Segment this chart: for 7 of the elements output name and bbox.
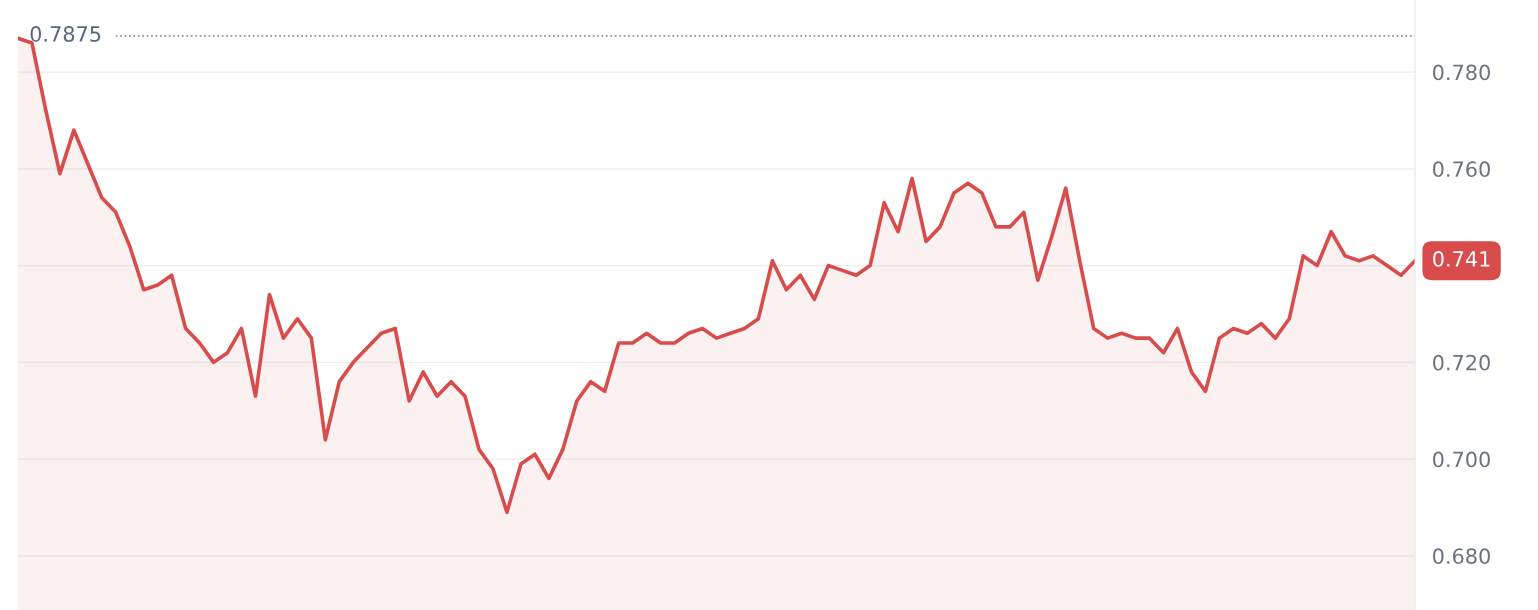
y-tick-label: 0.680 (1433, 548, 1490, 565)
ref-line-label: 0.7875 (30, 26, 101, 42)
y-tick-label: 0.720 (1433, 354, 1490, 371)
y-tick-label: 0.780 (1433, 64, 1490, 81)
y-tick-label: 0.700 (1433, 451, 1490, 468)
y-tick-label: 0.760 (1433, 161, 1490, 178)
text: 0.741 (1433, 251, 1490, 267)
